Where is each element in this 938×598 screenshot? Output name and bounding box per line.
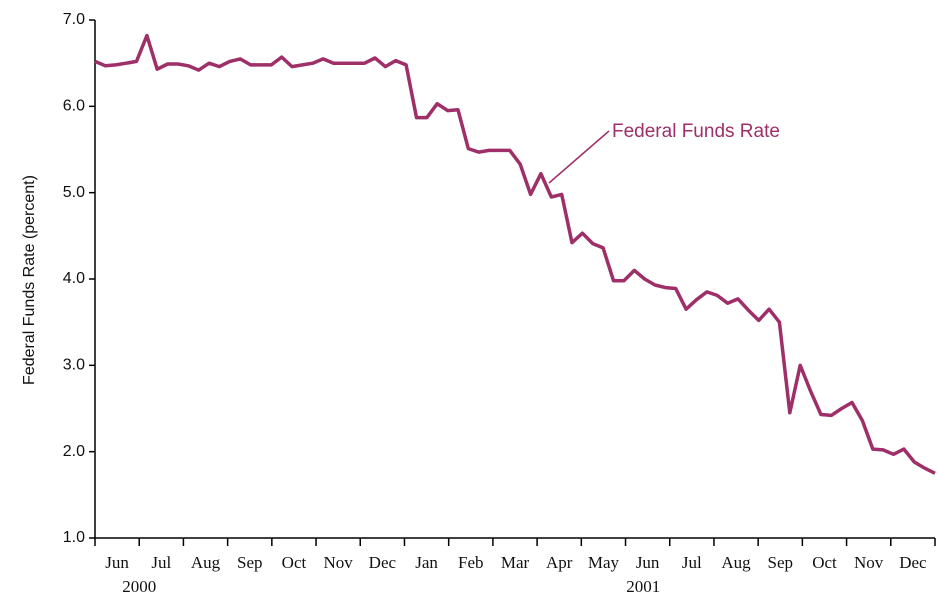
x-tick-label: Jun (636, 553, 660, 572)
x-tick-label: Dec (369, 553, 397, 572)
annotation-leader (548, 130, 610, 184)
y-tick-label: 3.0 (63, 357, 85, 374)
x-tick-label: Apr (546, 553, 573, 572)
x-tick-label: Aug (721, 553, 751, 572)
x-tick-label: Sep (768, 553, 794, 572)
year-label: 2001 (626, 577, 660, 596)
data-line (94, 33, 936, 475)
y-tick-label: 7.0 (63, 11, 85, 28)
series-annotation: Federal Funds Rate (612, 121, 780, 142)
x-tick-label: Oct (812, 553, 837, 572)
x-tick-label: Nov (854, 553, 884, 572)
x-tick-label: Feb (458, 553, 484, 572)
x-tick-label: Dec (899, 553, 927, 572)
x-tick-label: May (588, 553, 620, 572)
x-tick-label: Sep (237, 553, 263, 572)
y-tick-label: 5.0 (63, 184, 85, 201)
x-tick-label: Jun (105, 553, 129, 572)
x-tick-label: Jul (682, 553, 702, 572)
y-axis-label: Federal Funds Rate (percent) (21, 175, 38, 385)
year-label: 2000 (122, 577, 156, 596)
y-tick-label: 6.0 (63, 98, 85, 115)
x-tick-label: Aug (191, 553, 221, 572)
x-tick-label: Mar (501, 553, 530, 572)
x-tick-label: Oct (282, 553, 307, 572)
y-tick-label: 2.0 (63, 443, 85, 460)
x-tick-label: Jan (415, 553, 438, 572)
y-tick-label: 1.0 (63, 529, 85, 546)
x-tick-label: Jul (151, 553, 171, 572)
x-tick-label: Nov (324, 553, 354, 572)
y-tick-label: 4.0 (63, 270, 85, 287)
